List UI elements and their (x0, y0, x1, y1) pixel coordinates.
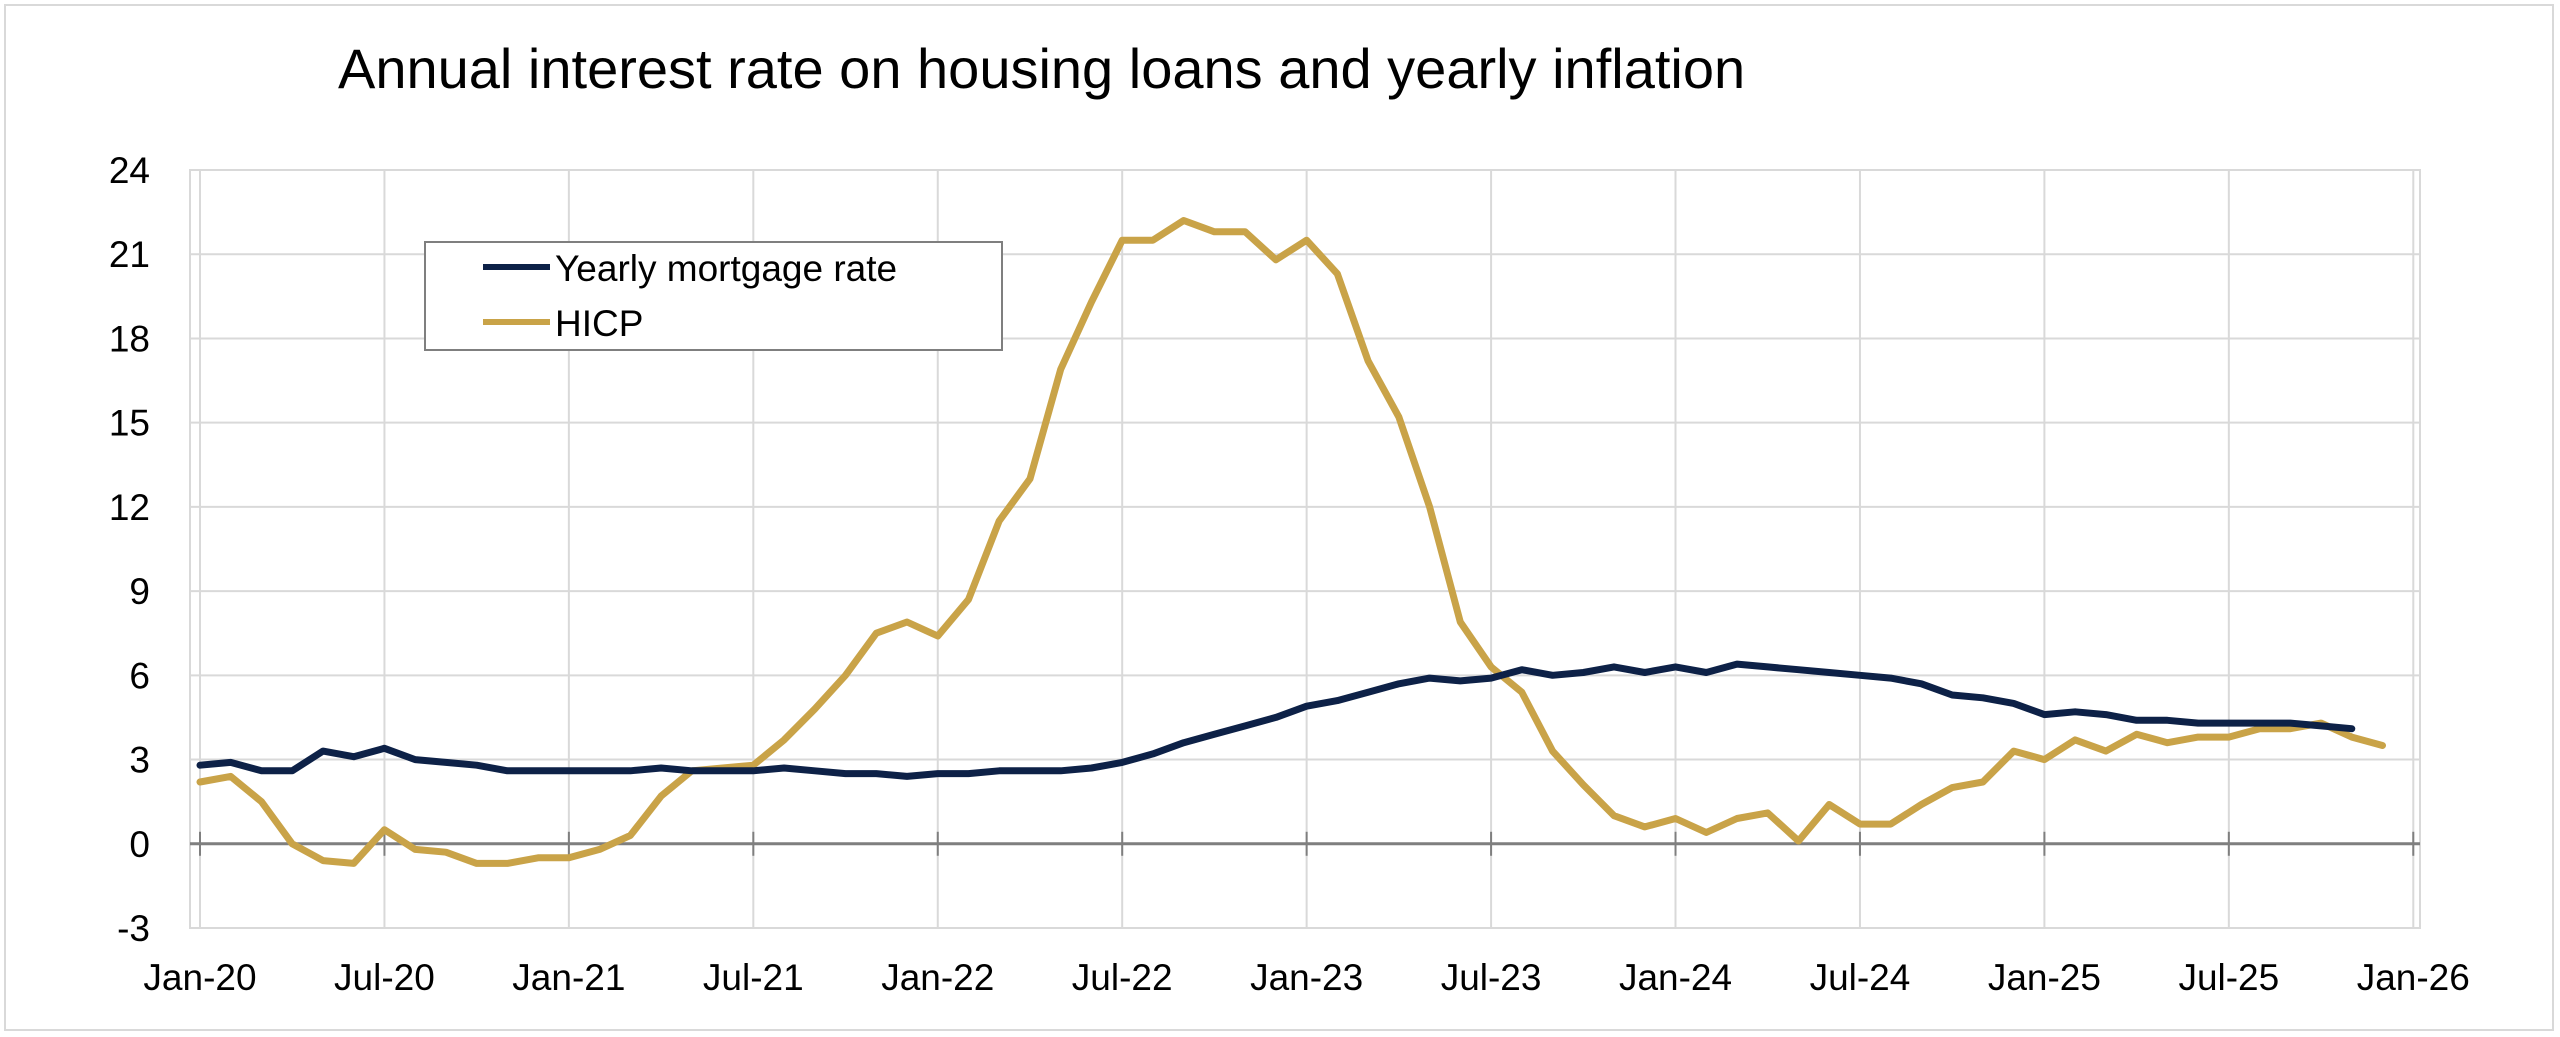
x-tick-label: Jan-21 (512, 957, 625, 998)
chart-title: Annual interest rate on housing loans an… (338, 37, 1745, 100)
series-lines (196, 217, 2386, 867)
legend-label-hicp: HICP (555, 303, 643, 344)
x-tick-label: Jul-25 (2178, 957, 2279, 998)
y-tick-label: 12 (109, 487, 150, 528)
x-tick-label: Jul-23 (1441, 957, 1542, 998)
y-tick-label: 18 (109, 318, 150, 359)
hicp-line (196, 217, 2386, 867)
x-tick-label: Jan-20 (143, 957, 256, 998)
y-tick-label: 0 (129, 824, 150, 865)
chart-frame (4, 4, 2554, 1031)
y-tick-label: 9 (129, 571, 150, 612)
x-tick-label: Jan-26 (2357, 957, 2470, 998)
x-tick-label: Jan-22 (881, 957, 994, 998)
y-tick-label: 3 (129, 740, 150, 781)
x-axis-ticks: Jan-20 Jul-20 Jan-21 Jul-21 Jan-22 Jul-22 Jan-… (143, 831, 2470, 998)
y-axis-ticks: -3 0 3 6 9 12 15 18 21 24 (109, 150, 150, 949)
x-tick-label: Jul-24 (1810, 957, 1911, 998)
legend-box (424, 241, 1003, 351)
y-tick-label: 15 (109, 403, 150, 444)
y-tick-label: 21 (109, 234, 150, 275)
y-tick-label: -3 (117, 908, 150, 949)
x-tick-label: Jan-24 (1619, 957, 1732, 998)
x-tick-label: Jan-23 (1250, 957, 1363, 998)
mortgage-rate-line (196, 660, 2356, 780)
y-tick-label: 6 (129, 655, 150, 696)
x-tick-label: Jul-22 (1072, 957, 1173, 998)
x-tick-label: Jul-21 (703, 957, 804, 998)
y-tick-label: 24 (109, 150, 150, 191)
legend-label-mortgage: Yearly mortgage rate (555, 248, 897, 289)
legend: Yearly mortgage rate HICP (424, 241, 1003, 351)
x-tick-label: Jul-20 (334, 957, 435, 998)
x-tick-label: Jan-25 (1988, 957, 2101, 998)
